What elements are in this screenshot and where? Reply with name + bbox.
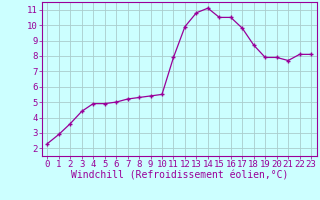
X-axis label: Windchill (Refroidissement éolien,°C): Windchill (Refroidissement éolien,°C) (70, 171, 288, 181)
